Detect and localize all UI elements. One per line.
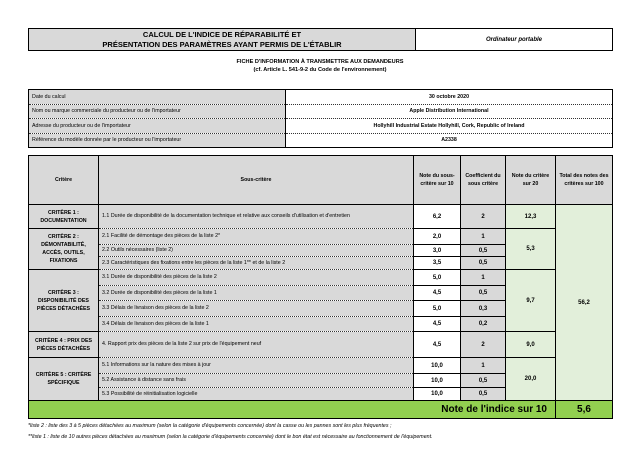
subcriterion-coef: 0,5 [460,256,506,270]
subcriterion-coef: 1 [460,228,506,245]
subcriterion-label: 5.1 Informations sur la nature des mises… [98,357,414,374]
subcriterion-note: 4,5 [413,285,461,301]
info-row: Date du calcul 30 octobre 2020 [28,89,613,105]
subcriterion-note: 5,0 [413,269,461,286]
document-title: CALCUL DE L'INDICE DE RÉPARABILITÉ ET PRÉ… [28,28,416,51]
subcriterion-coef: 0,5 [460,285,506,301]
criterion-score: 20,0 [505,357,556,401]
col-sous-critere: Sous-critère [98,155,414,205]
subcriterion-coef: 0,5 [460,387,506,401]
subcriterion-row: CRITÈRE 5 : CRITÈRE SPÉCIFIQUE 5.1 Inform… [28,357,613,401]
subcriterion-note: 10,0 [413,387,461,401]
subtitle: FICHE D'INFORMATION À TRANSMETTRE AUX DE… [145,58,495,74]
info-label: Référence du modèle donnée par le produc… [28,133,286,148]
col-note-sous: Note du sous-critère sur 10 [413,155,461,205]
subcriterion-label: 2.2 Outils nécessaires (liste 2) [98,244,414,257]
subcriterion-label: 3.4 Délais de livraison des pièces de la… [98,316,414,332]
subtitle-line-1: FICHE D'INFORMATION À TRANSMETTRE AUX DE… [236,59,404,65]
info-value: Hollyhill Industrial Estate Hollyhill, C… [285,118,613,134]
subcriterion-row: 3.3 Délais de livraison des pièces de la… [29,300,613,317]
subcriterion-note: 2,0 [413,228,461,245]
info-label: Adresse du producteur ou de l'importateu… [28,118,286,134]
subcriterion-row: CRITÈRE 4 : PRIX DES PIÈCES DÉTACHÉES 4. … [28,331,613,358]
subcriterion-row: 3.2 Durée de disponibilité des pièces de… [29,285,613,301]
criterion-name: CRITÈRE 4 : PRIX DES PIÈCES DÉTACHÉES [28,331,99,358]
title-table: CALCUL DE L'INDICE DE RÉPARABILITÉ ET PRÉ… [28,28,613,51]
col-coef: Coefficient du sous critère [460,155,506,205]
info-row: Adresse du producteur ou de l'importateu… [28,118,613,134]
subcriterion-coef: 0,5 [460,244,506,257]
subcriterion-coef: 0,3 [460,300,506,317]
product-type: Ordinateur portable [415,28,613,51]
subcriterion-label: 2.1 Facilité de démontage des pièces de … [98,228,414,245]
col-critere: Critère [28,155,99,205]
final-row: Note de l'indice sur 10 5,6 [28,400,613,419]
subcriterion-row: CRITÈRE 3 : DISPONIBILITÉ DES PIÈCES DÉT… [28,269,613,332]
criterion-name: CRITÈRE 3 : DISPONIBILITÉ DES PIÈCES DÉT… [28,269,99,332]
criterion-score: 9,7 [505,269,556,332]
info-value: 30 octobre 2020 [285,89,613,105]
subcriterion-label: 1.1 Durée de disponibilité de la documen… [98,204,414,229]
subcriterion-coef: 1 [460,357,506,374]
subcriterion-label: 4. Rapport prix des pièces de la liste 2… [98,331,414,358]
criterion-score: 5,3 [505,228,556,270]
footnote-1: *liste 2 : liste des 3 à 5 pièces détach… [28,423,392,429]
subcriterion-note: 3,0 [413,244,461,257]
subcriterion-note: 10,0 [413,373,461,388]
subcriterion-row: 3.4 Délais de livraison des pièces de la… [29,316,613,332]
info-value: A2338 [285,133,613,148]
info-value: Apple Distribution International [285,104,613,119]
subcriterion-row: CRITÈRE 1 : DOCUMENTATION 1.1 Durée de di… [28,204,613,401]
subcriterion-note: 6,2 [413,204,461,229]
criterion-name: CRITÈRE 2 : DÉMONTABILITÉ, ACCÈS, OUTILS… [28,228,99,270]
subcriterion-label: 3.2 Durée de disponibilité des pièces de… [98,285,414,301]
subcriterion-note: 4,5 [413,331,461,358]
final-score: 5,6 [555,400,613,419]
col-total: Total des notes des critères sur 100 [555,155,613,205]
info-label: Nom ou marque commerciale du producteur … [28,104,286,119]
subcriterion-row: 5.2 Assistance à distance sans frais 10,0… [29,373,613,388]
subcriterion-label: 5.2 Assistance à distance sans frais [98,373,414,388]
subcriterion-note: 3,5 [413,256,461,270]
subcriterion-note: 10,0 [413,357,461,374]
subtitle-line-2: (cf. Article L. 541-9-2 du Code de l'env… [253,67,387,73]
subcriterion-coef: 1 [460,269,506,286]
subcriterion-label: 3.3 Délais de livraison des pièces de la… [98,300,414,317]
subcriterion-coef: 0,5 [460,373,506,388]
subcriterion-note: 5,0 [413,300,461,317]
subcriterion-row: 5.3 Possibilité de réinitialisation logi… [29,387,613,401]
subcriterion-row: CRITÈRE 2 : DÉMONTABILITÉ, ACCÈS, OUTILS… [28,228,613,270]
subcriterion-label: 5.3 Possibilité de réinitialisation logi… [98,387,414,401]
info-table: Date du calcul 30 octobre 2020 Nom ou marq… [28,89,613,148]
criterion-score: 9,0 [505,331,556,358]
title-line-2: PRÉSENTATION DES PARAMÈTRES AYANT PERMIS… [102,39,342,49]
criterion-score: 12,3 [505,204,556,229]
criterion-name: CRITÈRE 1 : DOCUMENTATION [28,204,99,229]
final-label: Note de l'indice sur 10 [28,400,556,419]
footnote-2: **liste 1 : liste de 10 autres pièces dé… [28,434,433,440]
subcriterion-coef: 0,2 [460,316,506,332]
criterion-name: CRITÈRE 5 : CRITÈRE SPÉCIFIQUE [28,357,99,401]
criteria-table: Critère Sous-critère Note du sous-critèr… [28,155,613,419]
col-note-crit: Note du critère sur 20 [505,155,556,205]
subcriterion-label: 2.3 Caractéristiques des fixations entre… [98,256,414,270]
info-label: Date du calcul [28,89,286,105]
subcriterion-note: 4,5 [413,316,461,332]
info-row: Référence du modèle donnée par le produc… [28,133,613,148]
info-row: Nom ou marque commerciale du producteur … [28,104,613,119]
subcriterion-coef: 2 [460,204,506,229]
subcriterion-label: 3.1 Durée de disponibilité des pièces de… [98,269,414,286]
subcriterion-coef: 2 [460,331,506,358]
total-score: 56,2 [555,204,613,401]
title-line-1: CALCUL DE L'INDICE DE RÉPARABILITÉ ET [142,29,302,39]
